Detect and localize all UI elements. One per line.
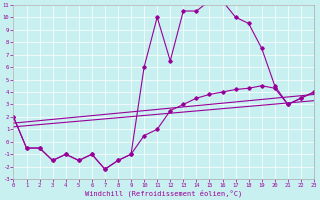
X-axis label: Windchill (Refroidissement éolien,°C): Windchill (Refroidissement éolien,°C) (85, 190, 242, 197)
